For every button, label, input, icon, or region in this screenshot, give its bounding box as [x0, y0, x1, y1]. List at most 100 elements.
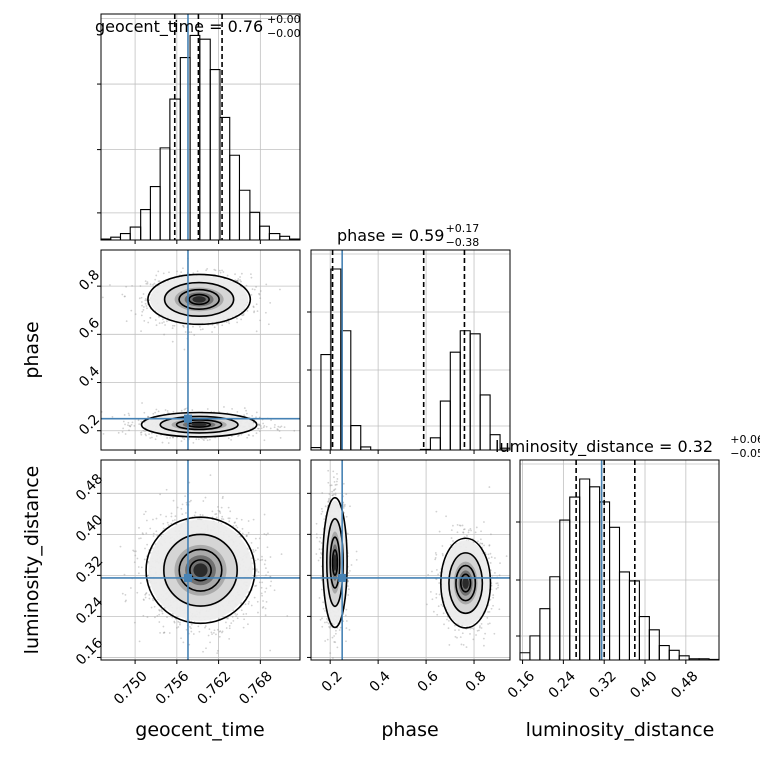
x-ticks-phase — [330, 450, 474, 454]
scatter-point — [236, 318, 238, 320]
scatter-point — [112, 416, 114, 418]
scatter-point — [166, 320, 168, 322]
scatter-point — [210, 474, 212, 476]
x-tick-label: 0.762 — [195, 668, 235, 708]
scatter-point — [124, 296, 126, 298]
scatter-point — [227, 517, 229, 519]
scatter-point — [324, 610, 326, 612]
scatter-point — [334, 641, 336, 643]
scatter-point — [346, 620, 348, 622]
scatter-point — [166, 437, 168, 439]
scatter-point — [279, 289, 281, 291]
scatter-point — [209, 641, 211, 643]
scatter-point — [264, 563, 266, 565]
scatter-point — [162, 318, 164, 320]
scatter-point — [253, 312, 255, 314]
scatter-point — [323, 608, 325, 610]
scatter-point — [251, 605, 253, 607]
scatter-point — [221, 269, 223, 271]
scatter-point — [142, 532, 144, 534]
scatter-point — [176, 270, 178, 272]
histogram-bar — [530, 636, 540, 660]
scatter-point — [146, 544, 148, 546]
scatter-point — [240, 281, 242, 283]
scatter-point — [261, 581, 263, 583]
scatter-point — [329, 652, 331, 654]
scatter-point — [161, 610, 163, 612]
scatter-point — [270, 585, 272, 587]
scatter-point — [193, 334, 195, 336]
scatter-point — [191, 624, 193, 626]
scatter-point — [230, 622, 232, 624]
scatter-point — [208, 635, 210, 637]
scatter-point — [207, 439, 209, 441]
scatter-point — [182, 267, 184, 269]
scatter-point — [237, 617, 239, 619]
scatter-point — [179, 622, 181, 624]
histogram-geocent_time — [101, 35, 300, 240]
scatter-point — [265, 587, 267, 589]
scatter-point — [257, 601, 259, 603]
histogram-bar — [659, 646, 669, 660]
scatter-point — [159, 322, 161, 324]
scatter-point — [214, 326, 216, 328]
scatter-point — [213, 632, 215, 634]
scatter-point — [190, 627, 192, 629]
scatter-point — [321, 492, 323, 494]
scatter-point — [326, 621, 328, 623]
scatter-point — [155, 275, 157, 277]
scatter-point — [261, 556, 263, 558]
scatter-point — [244, 407, 246, 409]
scatter-point — [252, 549, 254, 551]
scatter-point — [172, 520, 174, 522]
scatter-point — [258, 571, 260, 573]
scatter-point — [162, 613, 164, 615]
scatter-point — [182, 325, 184, 327]
scatter-point — [345, 493, 347, 495]
scatter-point — [216, 517, 218, 519]
scatter-point — [153, 283, 155, 285]
scatter-point — [270, 580, 272, 582]
scatter-point — [141, 314, 143, 316]
scatter-point — [257, 547, 259, 549]
scatter-point — [228, 638, 230, 640]
scatter-point — [243, 414, 245, 416]
grid-lines-h — [101, 19, 300, 213]
scatter-point — [125, 433, 127, 435]
scatter-point — [257, 310, 259, 312]
scatter-point — [155, 409, 157, 411]
scatter-point — [212, 511, 214, 513]
scatter-point — [102, 297, 104, 299]
scatter-point — [145, 511, 147, 513]
scatter-point — [260, 559, 262, 561]
scatter-point — [216, 652, 218, 654]
scatter-point — [239, 276, 241, 278]
scatter-point — [133, 425, 135, 427]
scatter-point — [221, 518, 223, 520]
scatter-point — [126, 320, 128, 322]
scatter-point — [136, 592, 138, 594]
scatter-point — [141, 305, 143, 307]
scatter-point — [345, 627, 347, 629]
scatter-point — [279, 430, 281, 432]
histogram-bar — [250, 212, 260, 240]
scatter-point — [123, 421, 125, 423]
scatter-point — [146, 307, 148, 309]
scatter-point — [118, 432, 120, 434]
truth-marker — [184, 574, 192, 582]
scatter-point — [269, 302, 271, 304]
scatter-point — [229, 627, 231, 629]
scatter-point — [152, 519, 154, 521]
scatter-point — [145, 305, 147, 307]
scatter-point — [267, 532, 269, 534]
histogram-bar — [280, 236, 290, 240]
density-phase-luminosity_distance — [315, 455, 507, 674]
scatter-point — [151, 432, 153, 434]
histogram-bar — [480, 395, 490, 450]
scatter-point — [242, 528, 244, 530]
scatter-point — [334, 481, 336, 483]
scatter-point — [245, 410, 247, 412]
scatter-point — [215, 633, 217, 635]
scatter-point — [162, 523, 164, 525]
scatter-point — [167, 522, 169, 524]
